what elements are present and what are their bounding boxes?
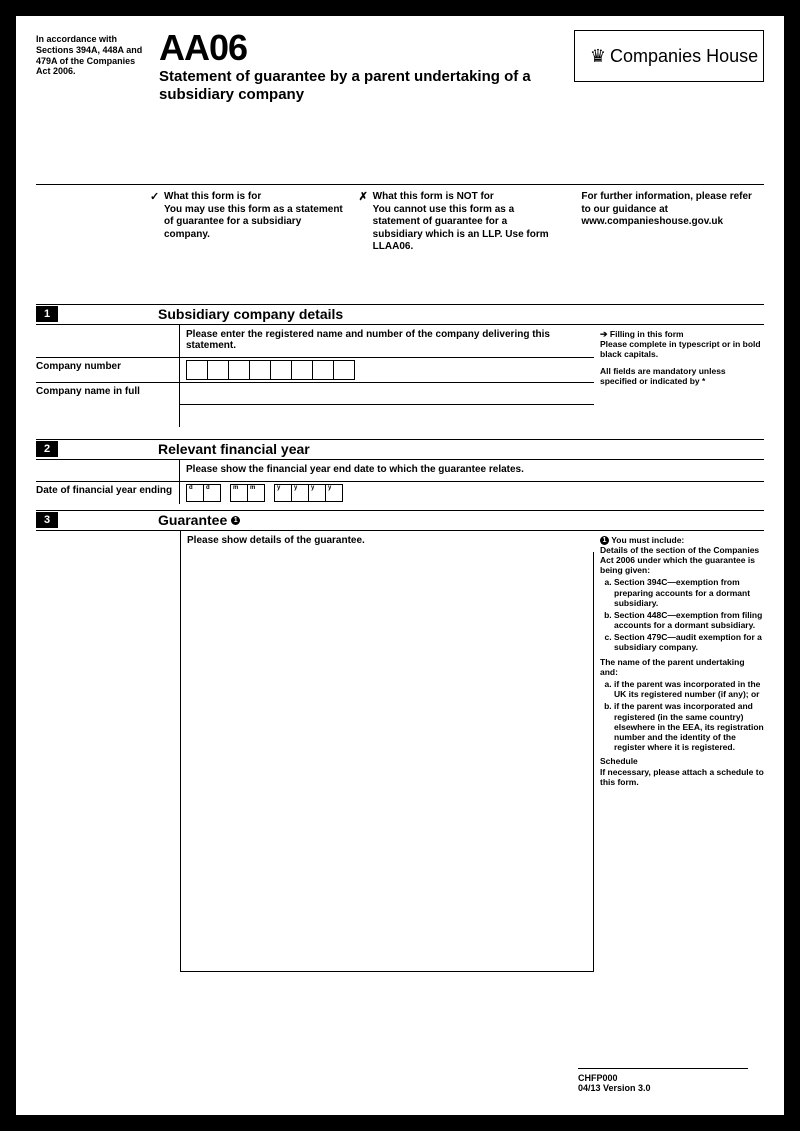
section-3-number: 3 bbox=[36, 512, 58, 528]
info-strip: ✓ What this form is for You may use this… bbox=[36, 184, 764, 254]
must-include-title: You must include: bbox=[611, 535, 684, 545]
section-3-title: Guarantee 1 bbox=[158, 511, 240, 530]
section-2-instruction: Please show the financial year end date … bbox=[180, 460, 594, 481]
companies-house-logo: ♛ Companies House bbox=[574, 30, 764, 82]
section-1-title: Subsidiary company details bbox=[158, 305, 343, 324]
footer-version: 04/13 Version 3.0 bbox=[578, 1083, 748, 1093]
section-3-sidebar: 1 You must include: Details of the secti… bbox=[594, 530, 764, 972]
company-number-input[interactable] bbox=[186, 360, 588, 380]
legal-note: In accordance with Sections 394A, 448A a… bbox=[36, 30, 151, 77]
info-not-title: What this form is NOT for bbox=[373, 191, 556, 204]
section-2-number: 2 bbox=[36, 441, 58, 457]
note-1-ref-icon: 1 bbox=[600, 536, 609, 545]
info-for-body: You may use this form as a statement of … bbox=[164, 204, 347, 242]
section-3-instruction: Please show details of the guarantee. bbox=[180, 531, 594, 552]
company-name-input-2[interactable] bbox=[180, 405, 594, 427]
info-ref-body: For further information, please refer to… bbox=[581, 191, 764, 229]
note-1-icon: 1 bbox=[231, 516, 240, 525]
footer-code: CHFP000 bbox=[578, 1073, 748, 1083]
arrow-icon: ➔ bbox=[600, 329, 608, 339]
logo-text: Companies House bbox=[610, 46, 758, 67]
section-2-title: Relevant financial year bbox=[158, 440, 310, 459]
company-number-label: Company number bbox=[36, 358, 180, 382]
form-code: AA06 bbox=[159, 30, 566, 66]
company-name-input-1[interactable] bbox=[180, 383, 594, 405]
date-label: Date of financial year ending bbox=[36, 482, 180, 504]
form-page: In accordance with Sections 394A, 448A a… bbox=[0, 0, 800, 1131]
form-subtitle: Statement of guarantee by a parent under… bbox=[159, 68, 566, 104]
label-spacer bbox=[36, 325, 180, 357]
info-ref: For further information, please refer to… bbox=[581, 191, 764, 254]
section-1-instruction: Please enter the registered name and num… bbox=[180, 325, 594, 357]
filling-body2: All fields are mandatory unless specifie… bbox=[600, 366, 726, 386]
info-not: ✗ What this form is NOT for You cannot u… bbox=[373, 191, 556, 254]
side-intro: Details of the section of the Companies … bbox=[600, 545, 759, 575]
side-list-1: Section 394C—exemption from preparing ac… bbox=[600, 577, 764, 652]
schedule-body: If necessary, please attach a schedule t… bbox=[600, 767, 764, 787]
section-3: 3 Guarantee 1 Please show details of the… bbox=[36, 510, 764, 972]
side-mid: The name of the parent undertaking and: bbox=[600, 657, 745, 677]
header: In accordance with Sections 394A, 448A a… bbox=[36, 30, 764, 104]
check-icon: ✓ bbox=[150, 191, 159, 205]
info-for-title: What this form is for bbox=[164, 191, 347, 204]
filling-title: Filling in this form bbox=[610, 329, 684, 339]
filling-body1: Please complete in typescript or in bold… bbox=[600, 339, 761, 359]
side-list-2: if the parent was incorporated in the UK… bbox=[600, 679, 764, 752]
schedule-title: Schedule bbox=[600, 756, 638, 766]
cross-icon: ✗ bbox=[359, 191, 368, 205]
guarantee-details-input[interactable] bbox=[180, 552, 594, 972]
section-2: 2 Relevant financial year Please show th… bbox=[36, 439, 764, 504]
info-for: ✓ What this form is for You may use this… bbox=[164, 191, 347, 254]
crown-icon: ♛ bbox=[590, 46, 606, 67]
title-block: AA06 Statement of guarantee by a parent … bbox=[159, 30, 566, 104]
company-name-label: Company name in full bbox=[36, 383, 180, 427]
section-1: 1 Subsidiary company details Please ente… bbox=[36, 304, 764, 427]
info-not-body: You cannot use this form as a statement … bbox=[373, 204, 556, 254]
section-1-number: 1 bbox=[36, 306, 58, 322]
footer: CHFP000 04/13 Version 3.0 bbox=[578, 1068, 748, 1093]
date-input[interactable]: d d m m y y y y bbox=[186, 484, 588, 502]
section-1-sidebar: ➔ Filling in this form Please complete i… bbox=[594, 324, 764, 427]
